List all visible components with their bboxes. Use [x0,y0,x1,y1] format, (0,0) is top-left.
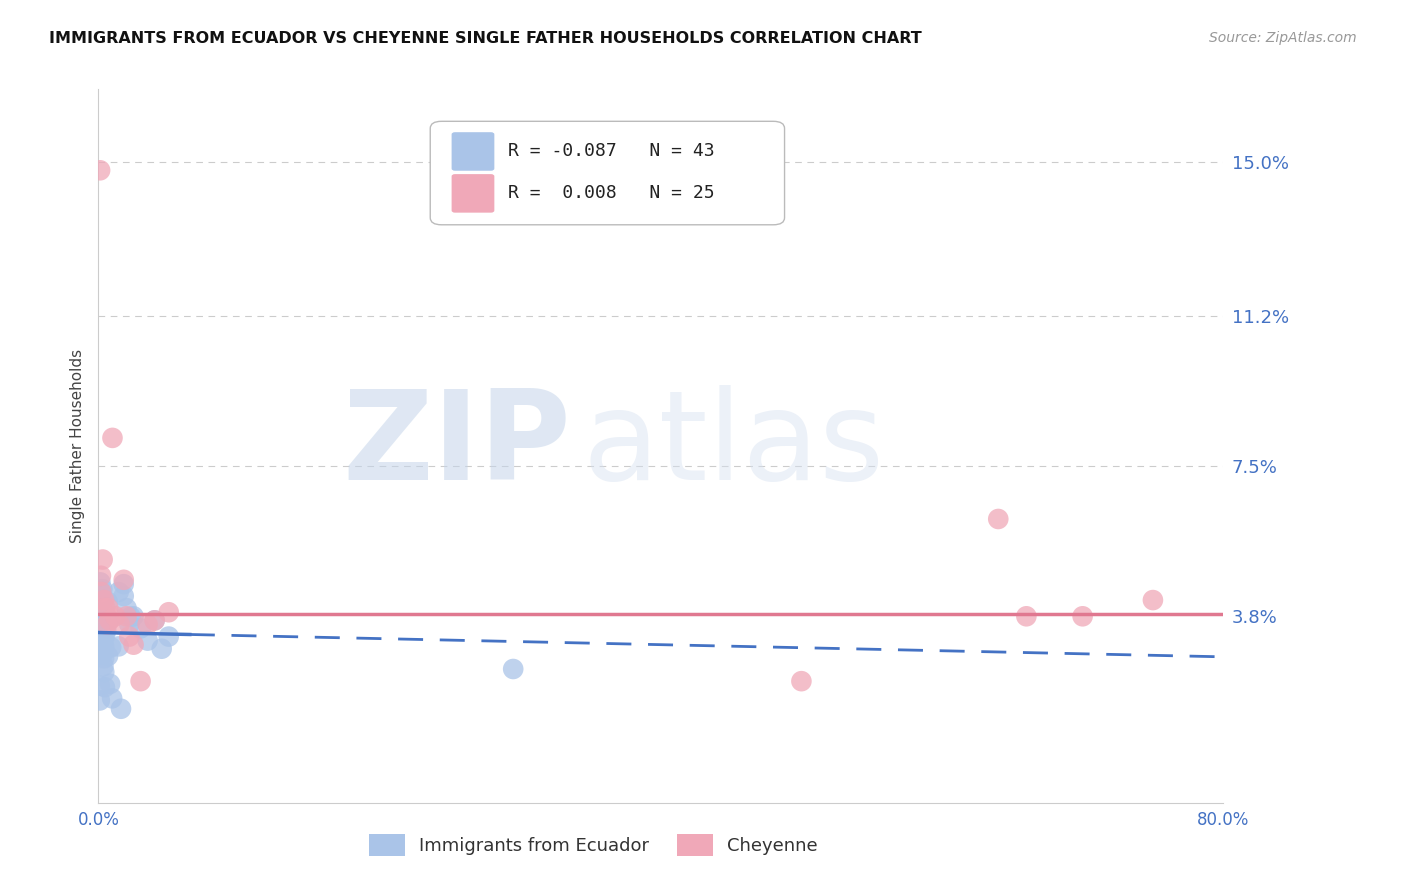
Point [89,679,111,693]
Point [98,613,121,627]
Point [94,601,117,615]
Point [108,617,131,632]
Point [89,693,111,707]
Point [1071,609,1094,624]
Point [90,591,112,606]
Point [112,589,135,603]
Point [502,662,524,676]
Text: Source: ZipAtlas.com: Source: ZipAtlas.com [1209,31,1357,45]
Point [93,640,115,654]
Point [91,552,114,566]
Point [100,640,122,655]
Point [118,617,141,632]
Point [129,622,152,636]
Point [89,583,111,598]
Point [112,573,135,587]
Text: R = -0.087   N = 43: R = -0.087 N = 43 [508,143,714,161]
Point [93,659,115,673]
FancyBboxPatch shape [430,121,785,225]
Point [129,674,152,689]
Point [89,575,111,590]
Point [93,632,115,647]
Point [115,609,138,624]
Point [157,630,180,644]
FancyBboxPatch shape [451,132,495,170]
Point [118,630,141,644]
Point [1015,609,1038,624]
Point [89,625,111,640]
Point [150,641,173,656]
Text: IMMIGRANTS FROM ECUADOR VS CHEYENNE SINGLE FATHER HOUSEHOLDS CORRELATION CHART: IMMIGRANTS FROM ECUADOR VS CHEYENNE SING… [49,31,922,46]
Point [90,568,112,582]
Point [96,624,118,638]
Point [143,613,166,627]
FancyBboxPatch shape [451,174,495,212]
Point [91,582,114,596]
Point [93,607,115,621]
Point [90,624,112,639]
Legend: Immigrants from Ecuador, Cheyenne: Immigrants from Ecuador, Cheyenne [361,827,825,863]
Point [115,601,138,615]
Text: atlas: atlas [582,385,884,507]
Point [122,609,145,624]
Text: ZIP: ZIP [342,385,571,507]
Point [94,627,117,641]
Y-axis label: Single Father Households: Single Father Households [69,349,84,543]
Point [101,431,124,445]
Point [96,617,118,632]
Point [136,633,159,648]
Point [97,648,120,663]
Point [93,651,115,665]
Point [107,640,129,654]
Point [98,677,121,691]
Point [110,702,132,716]
Point [112,577,135,591]
Point [987,512,1010,526]
Point [122,638,145,652]
Point [790,674,813,689]
Point [143,613,166,627]
Point [89,163,111,178]
Point [91,615,114,630]
Point [97,595,120,609]
Point [91,648,114,662]
Point [120,609,142,624]
Point [93,593,115,607]
Point [1142,593,1164,607]
Point [98,613,121,627]
Text: R =  0.008   N = 25: R = 0.008 N = 25 [508,185,714,202]
Point [97,601,120,615]
Point [94,680,117,694]
Point [89,640,111,655]
Point [104,609,127,624]
Point [93,665,115,680]
Point [90,585,112,599]
Point [89,610,111,624]
Point [136,617,159,632]
Point [157,605,180,619]
Point [101,691,124,706]
Point [90,644,112,658]
Point [107,585,129,599]
